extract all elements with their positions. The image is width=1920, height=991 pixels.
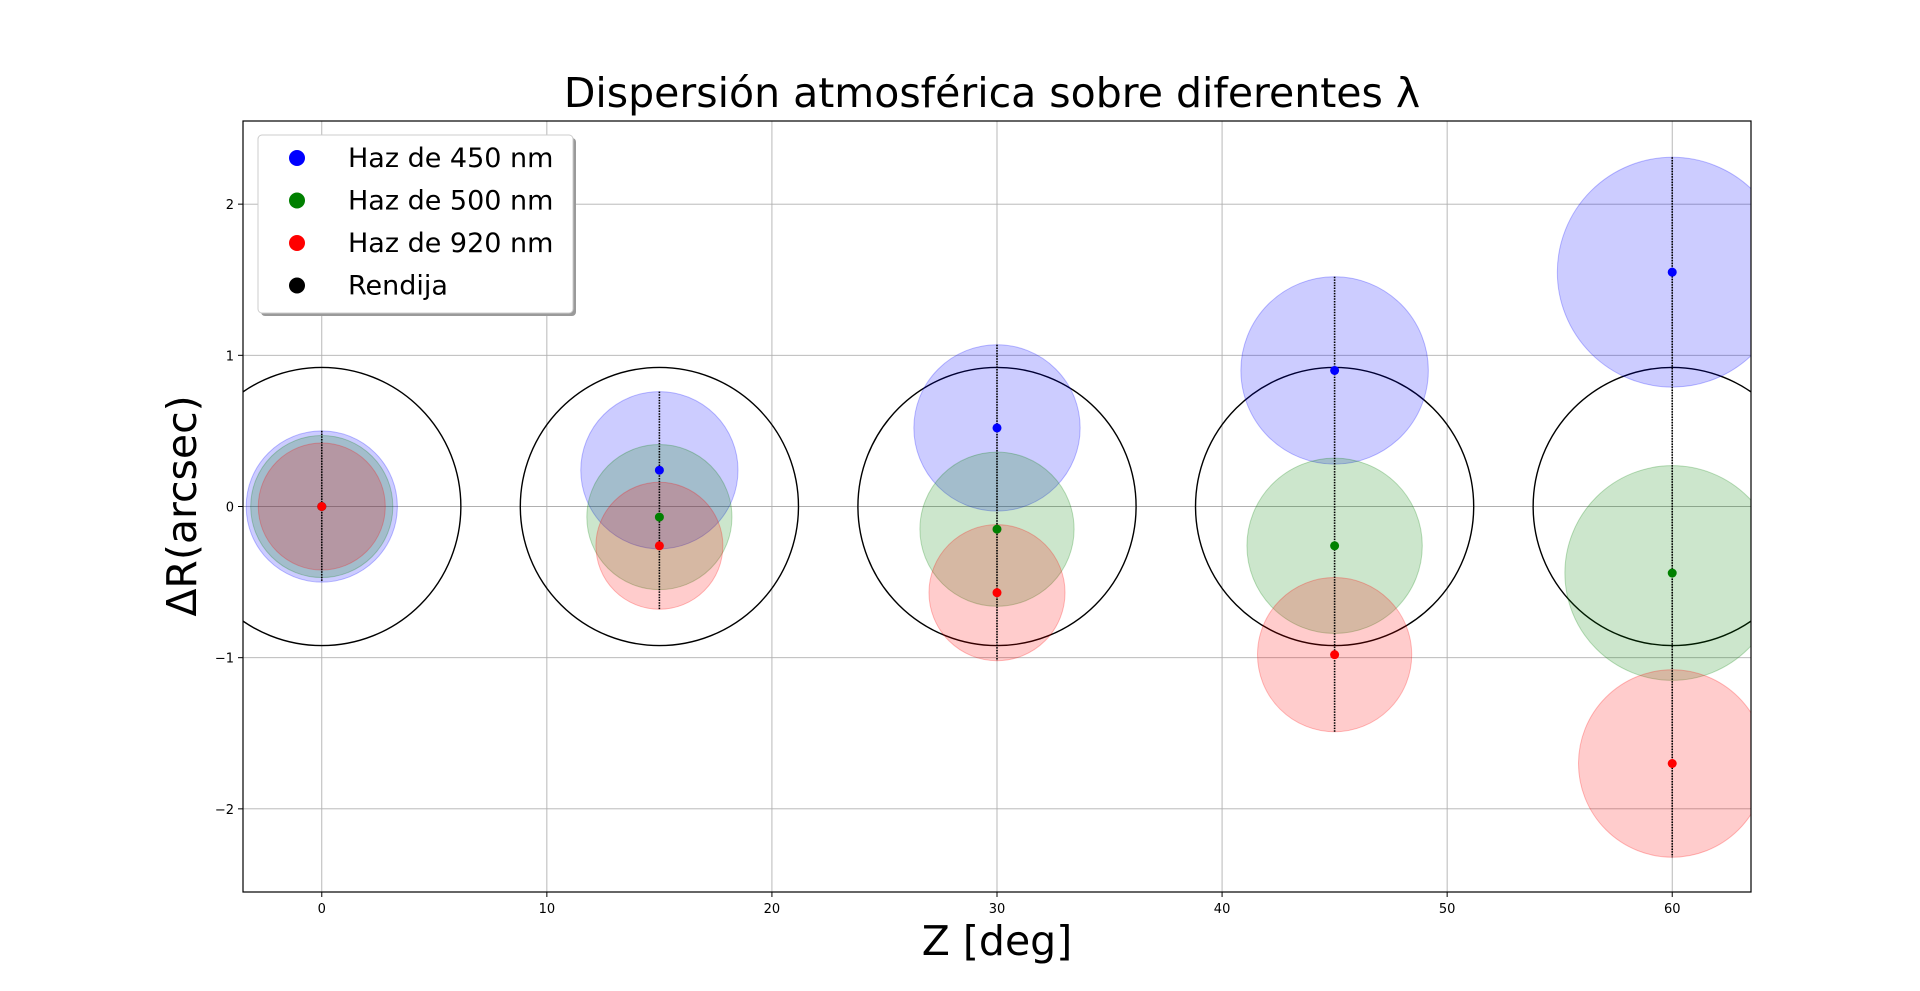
legend-marker	[289, 277, 305, 294]
beam-center-point	[992, 423, 1002, 433]
x-tick-label: 0	[318, 902, 326, 917]
x-tick-label: 60	[1664, 902, 1681, 917]
x-tick-label: 40	[1214, 902, 1231, 917]
beam-center-point	[1330, 650, 1340, 660]
beam-center-point	[654, 541, 664, 551]
beam-center-point	[317, 502, 327, 511]
beam-center-point	[1330, 541, 1340, 551]
axis-ticks: 0 10 20 30 40 50 60 −2 −1 0 1 2	[215, 198, 1681, 917]
y-tick-label: −1	[215, 652, 234, 667]
y-tick-label: 1	[226, 349, 234, 364]
x-tick-label: 50	[1439, 902, 1456, 917]
plot-area: 0 10 20 30 40 50 60 −2 −1 0 1 2	[215, 120, 1752, 917]
x-tick-label: 10	[539, 902, 556, 917]
legend: Haz de 450 nm Haz de 500 nm Haz de 920 nm R…	[257, 134, 576, 316]
beam-center-point	[1330, 365, 1340, 375]
beam-center-point	[1667, 267, 1677, 277]
legend-label: Haz de 500 nm	[348, 186, 553, 217]
beam-center-point	[1667, 759, 1677, 768]
x-tick-label: 30	[989, 902, 1006, 917]
slit-circle	[1532, 366, 1751, 647]
y-axis-label: ΔR(arcsec)	[158, 395, 206, 616]
legend-label: Haz de 450 nm	[348, 143, 553, 174]
y-tick-label: 0	[226, 501, 234, 516]
legend-label: Haz de 920 nm	[348, 228, 553, 259]
x-tick-label: 20	[764, 902, 781, 917]
legend-marker	[289, 235, 305, 251]
x-axis-label: Z [deg]	[922, 917, 1072, 965]
legend-marker	[289, 192, 305, 209]
slit-circle	[519, 366, 800, 647]
beam-center-point	[654, 465, 664, 475]
chart-title: Dispersión atmosférica sobre diferentes …	[564, 69, 1420, 117]
legend-label: Rendija	[348, 271, 448, 302]
beam-center-point	[992, 588, 1002, 598]
y-tick-label: 2	[226, 198, 234, 213]
y-tick-label: −2	[215, 803, 234, 818]
beam-center-point	[992, 524, 1002, 534]
legend-frame	[257, 134, 574, 314]
legend-marker	[289, 150, 305, 166]
beam-center-point	[1667, 568, 1677, 578]
data-marks	[243, 156, 1751, 858]
beam-center-point	[654, 512, 664, 522]
slit-circle	[243, 366, 462, 647]
